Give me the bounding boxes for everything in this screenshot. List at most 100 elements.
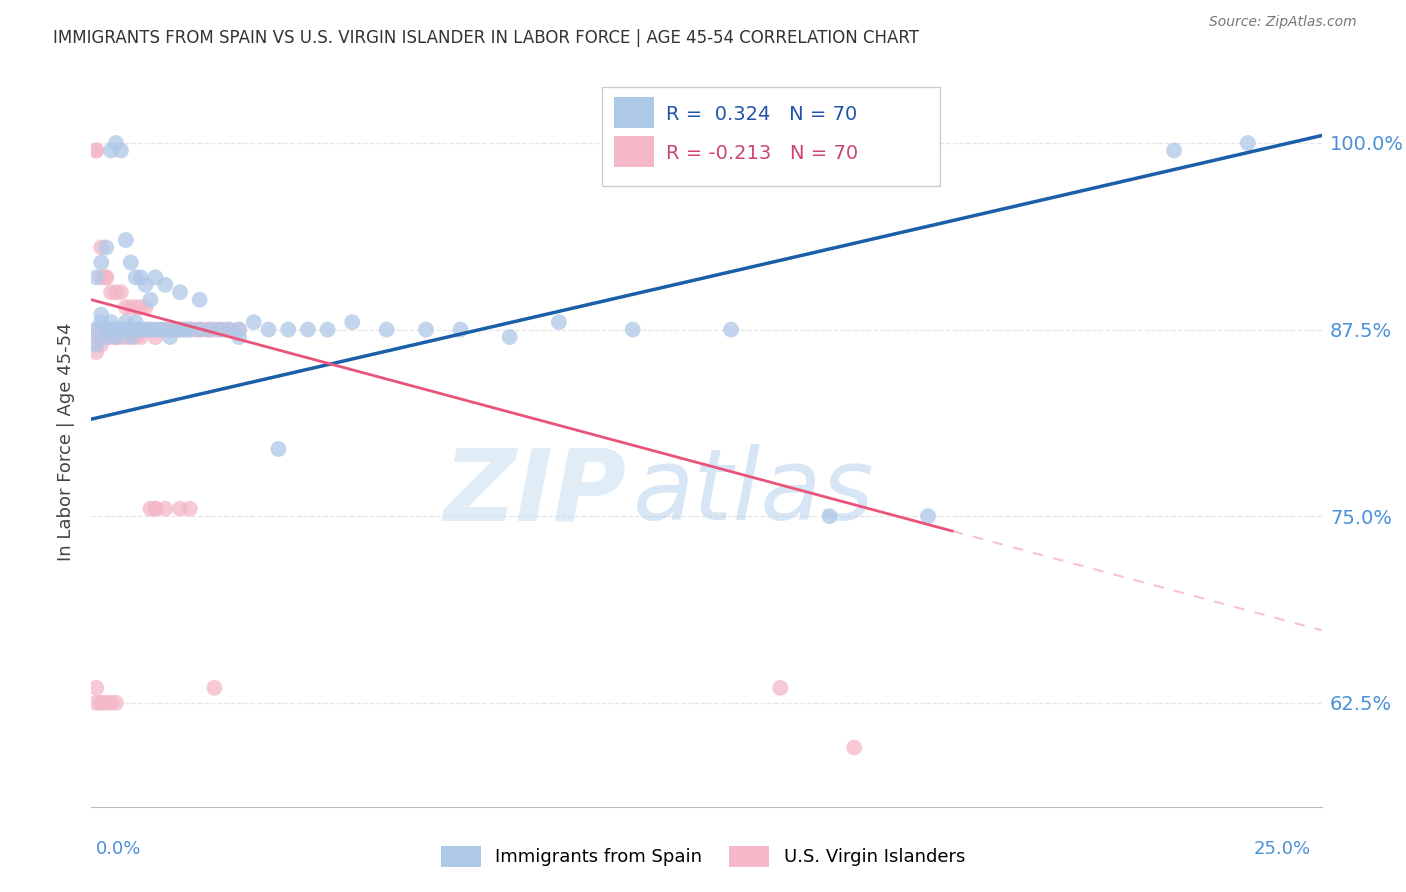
Point: [242, 315, 264, 329]
FancyBboxPatch shape: [602, 87, 941, 186]
Text: Source: ZipAtlas.com: Source: ZipAtlas.com: [1209, 15, 1357, 29]
Point: [174, 322, 197, 336]
Point: [267, 442, 290, 456]
Point: [547, 315, 569, 329]
Point: [340, 315, 363, 329]
Point: [415, 322, 437, 336]
Point: [105, 322, 127, 336]
Point: [198, 322, 221, 336]
Point: [139, 322, 162, 336]
Point: [621, 322, 644, 336]
Point: [100, 144, 122, 158]
Point: [124, 322, 146, 336]
Point: [297, 322, 319, 336]
Point: [129, 322, 152, 336]
Point: [90, 315, 112, 329]
Point: [124, 270, 146, 285]
Point: [179, 501, 201, 516]
Point: [149, 322, 172, 336]
Point: [124, 330, 146, 344]
Point: [96, 330, 117, 344]
Point: [124, 315, 146, 329]
Point: [449, 322, 471, 336]
Point: [86, 270, 108, 285]
Point: [96, 270, 117, 285]
Point: [842, 740, 865, 755]
Text: 0.0%: 0.0%: [96, 840, 141, 858]
Y-axis label: In Labor Force | Age 45-54: In Labor Force | Age 45-54: [58, 322, 76, 561]
Point: [145, 501, 166, 516]
Point: [96, 270, 117, 285]
Point: [120, 330, 142, 344]
Point: [1163, 144, 1185, 158]
Point: [202, 681, 225, 695]
Point: [129, 322, 152, 336]
Point: [86, 681, 108, 695]
Point: [100, 285, 122, 300]
Point: [159, 322, 181, 336]
Point: [114, 322, 138, 336]
Point: [120, 322, 142, 336]
Point: [110, 322, 132, 336]
Point: [228, 322, 250, 336]
Point: [498, 330, 520, 344]
Point: [105, 330, 127, 344]
Point: [90, 696, 112, 710]
Point: [145, 330, 166, 344]
Point: [218, 322, 240, 336]
Point: [188, 293, 211, 307]
Point: [120, 300, 142, 314]
Text: 25.0%: 25.0%: [1253, 840, 1310, 858]
Text: IMMIGRANTS FROM SPAIN VS U.S. VIRGIN ISLANDER IN LABOR FORCE | AGE 45-54 CORRELA: IMMIGRANTS FROM SPAIN VS U.S. VIRGIN ISL…: [53, 29, 920, 46]
Point: [145, 322, 166, 336]
Point: [100, 330, 122, 344]
Point: [228, 330, 250, 344]
Point: [139, 293, 162, 307]
Point: [114, 330, 138, 344]
Legend: Immigrants from Spain, U.S. Virgin Islanders: Immigrants from Spain, U.S. Virgin Islan…: [434, 838, 972, 874]
Point: [124, 300, 146, 314]
Point: [86, 696, 108, 710]
Point: [228, 322, 250, 336]
Point: [90, 308, 112, 322]
Point: [114, 322, 138, 336]
Point: [124, 322, 146, 336]
Point: [100, 322, 122, 336]
Point: [120, 255, 142, 269]
Point: [114, 315, 138, 329]
Point: [114, 233, 138, 247]
Point: [188, 322, 211, 336]
Point: [110, 144, 132, 158]
Point: [720, 322, 742, 336]
FancyBboxPatch shape: [614, 136, 654, 168]
Point: [129, 300, 152, 314]
Point: [129, 322, 152, 336]
Point: [145, 270, 166, 285]
Point: [100, 322, 122, 336]
Point: [169, 501, 191, 516]
Point: [193, 322, 217, 336]
Text: R =  0.324   N = 70: R = 0.324 N = 70: [666, 105, 858, 124]
Point: [96, 322, 117, 336]
Point: [169, 285, 191, 300]
Point: [100, 315, 122, 329]
Point: [212, 322, 235, 336]
Point: [135, 322, 156, 336]
Point: [202, 322, 225, 336]
Point: [153, 322, 177, 336]
Point: [110, 330, 132, 344]
Point: [86, 322, 108, 336]
Point: [169, 322, 191, 336]
Point: [129, 270, 152, 285]
Point: [135, 300, 156, 314]
Point: [149, 322, 172, 336]
Point: [188, 322, 211, 336]
Point: [163, 322, 186, 336]
Point: [105, 285, 127, 300]
Point: [105, 322, 127, 336]
Point: [174, 322, 197, 336]
Point: [105, 330, 127, 344]
Point: [114, 300, 138, 314]
Point: [153, 501, 177, 516]
Point: [86, 322, 108, 336]
